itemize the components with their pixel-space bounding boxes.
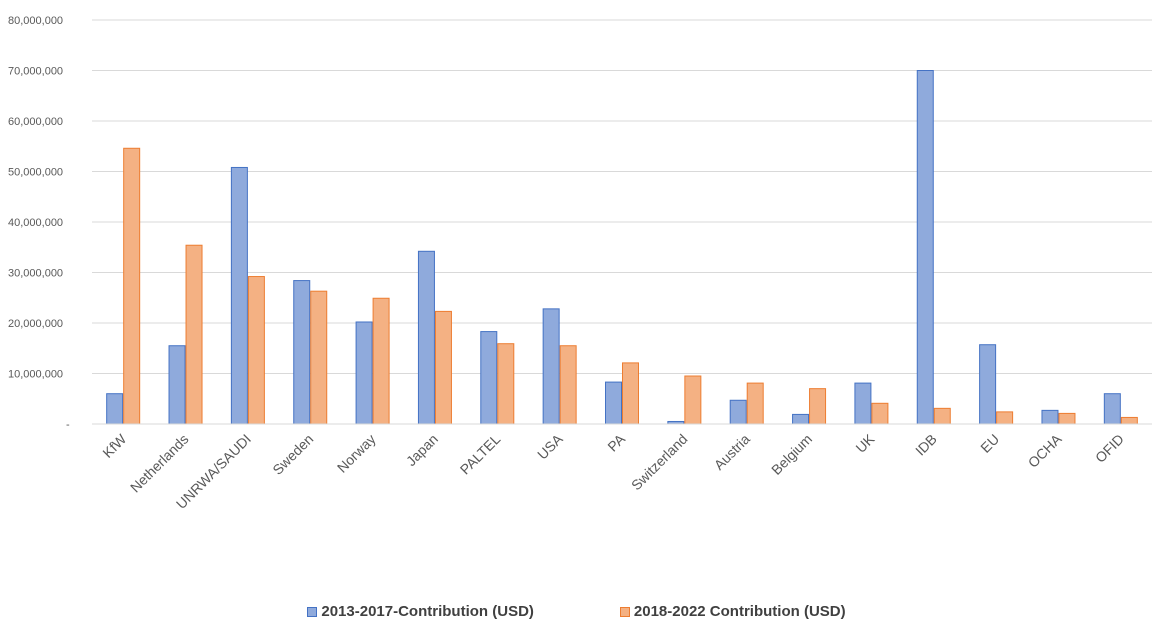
legend-item-series-2: 2018-2022 Contribution (USD)	[619, 603, 846, 620]
bar-series-2-japan	[434, 310, 452, 425]
bar-series-2-usa	[559, 345, 577, 425]
legend-item-series-1: 2013-2017-Contribution (USD)	[307, 603, 534, 620]
bar-series-2-pa	[622, 362, 639, 425]
bar-series-1-eu	[979, 344, 997, 425]
bar-series-1-pa	[605, 381, 622, 425]
x-tick-label: Switzerland	[628, 431, 690, 493]
bar-series-2-eu	[996, 411, 1014, 425]
bar-series-2-unrwa-saudi	[247, 276, 265, 425]
bar-series-1-usa	[542, 308, 560, 425]
y-tick-label: 10,000,000	[8, 369, 63, 381]
bar-series-2-belgium	[809, 388, 827, 425]
bar-series-2-netherlands	[185, 244, 203, 425]
y-tick-label: 30,000,000	[8, 268, 63, 280]
legend-swatch-series-1	[307, 606, 318, 617]
bar-series-1-unrwa-saudi	[230, 166, 248, 425]
bar-series-1-ocha	[1041, 409, 1059, 425]
y-tick-label: 80,000,000	[8, 15, 63, 27]
bar-series-2-norway	[372, 297, 390, 425]
x-tick-label: OFID	[1092, 431, 1127, 466]
bar-series-1-sweden	[293, 280, 311, 425]
x-tick-label: OCHA	[1025, 430, 1065, 470]
y-tick-label: 60,000,000	[8, 116, 63, 128]
x-tick-label: PA	[604, 430, 628, 454]
bar-series-1-kfw	[106, 393, 124, 425]
x-tick-label: Japan	[403, 431, 441, 469]
bar-series-2-switzerland	[684, 375, 702, 425]
y-tick-label: 40,000,000	[8, 217, 63, 229]
legend-label-series-2: 2018-2022 Contribution (USD)	[633, 603, 846, 620]
y-tick-label: 50,000,000	[8, 167, 63, 179]
x-tick-label: USA	[534, 430, 566, 462]
y-tick-label: 70,000,000	[8, 66, 63, 78]
bars	[106, 70, 1138, 425]
bar-series-1-belgium	[792, 413, 810, 425]
bar-series-1-norway	[355, 321, 373, 425]
x-tick-label: IDB	[912, 431, 940, 459]
bar-series-2-kfw	[123, 147, 141, 425]
x-tick-label: Belgium	[768, 431, 815, 478]
legend-swatch-series-2	[619, 606, 630, 617]
x-tick-label: Norway	[334, 431, 379, 476]
bar-series-2-paltel	[497, 343, 515, 425]
bar-series-1-japan	[417, 250, 435, 425]
bar-series-2-idb	[933, 407, 951, 425]
x-tick-label: PALTEL	[457, 431, 504, 478]
bar-series-2-austria	[746, 382, 764, 425]
bar-series-1-idb	[916, 70, 934, 425]
bar-series-2-uk	[871, 402, 889, 425]
bar-series-2-ofid	[1120, 416, 1138, 425]
legend: 2013-2017-Contribution (USD) 2018-2022 C…	[0, 603, 1153, 620]
y-axis-ticks: - 10,000,000 20,000,000 30,000,000 40,000,00…	[8, 15, 70, 431]
x-tick-label: UK	[852, 430, 878, 456]
x-tick-label: EU	[977, 431, 1002, 456]
legend-label-series-1: 2013-2017-Contribution (USD)	[321, 603, 534, 620]
x-tick-label: Sweden	[269, 431, 316, 478]
bar-series-1-netherlands	[168, 345, 186, 425]
y-tick-label: -	[66, 419, 70, 431]
gridlines	[92, 19, 1152, 374]
bar-series-1-austria	[729, 399, 747, 425]
bar-series-2-sweden	[310, 290, 328, 425]
x-tick-label: Austria	[711, 431, 753, 473]
bar-series-2-ocha	[1058, 412, 1076, 425]
y-tick-label: 20,000,000	[8, 318, 63, 330]
bar-series-1-uk	[854, 382, 872, 425]
x-tick-label: KfW	[99, 430, 130, 461]
bar-series-1-ofid	[1103, 393, 1121, 425]
x-tick-label: Netherlands	[127, 431, 192, 496]
bar-series-1-paltel	[480, 331, 498, 425]
